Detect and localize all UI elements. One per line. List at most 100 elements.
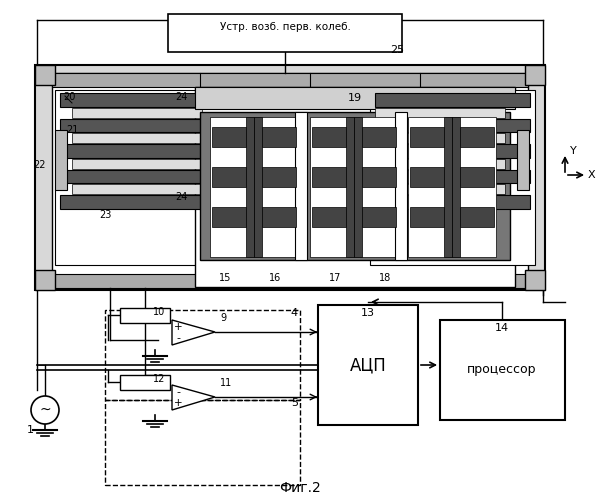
Bar (354, 117, 362, 257)
Text: Фиг.2: Фиг.2 (279, 481, 321, 495)
Bar (35, 65, 545, 290)
Text: 14: 14 (495, 323, 509, 333)
Bar (375, 159, 505, 169)
Bar (60, 195, 215, 209)
Text: 13: 13 (361, 308, 375, 318)
Bar (120, 308, 170, 323)
Bar (72, 159, 202, 169)
Text: Устр. возб. перв. колеб.: Устр. возб. перв. колеб. (219, 22, 350, 32)
Text: Y: Y (570, 146, 576, 156)
Bar (60, 119, 215, 132)
Bar (375, 108, 505, 118)
Text: 12: 12 (153, 374, 165, 384)
Bar (395, 112, 407, 260)
Text: 1: 1 (26, 425, 34, 435)
Bar (354, 117, 398, 257)
Text: -: - (176, 387, 180, 397)
Bar (212, 127, 246, 147)
Bar (460, 167, 494, 187)
Text: 9: 9 (220, 313, 226, 323)
Bar (200, 112, 510, 260)
Text: ~: ~ (39, 403, 51, 417)
Bar (362, 207, 396, 227)
Bar (312, 167, 346, 187)
Bar (60, 144, 215, 158)
Text: +: + (174, 398, 182, 408)
Bar (52, 73, 528, 87)
Bar (246, 117, 254, 257)
Text: X: X (587, 170, 595, 180)
Bar (262, 127, 296, 147)
Bar (295, 112, 307, 260)
Text: 24: 24 (175, 92, 188, 102)
Bar (375, 184, 505, 194)
Text: АЦП: АЦП (350, 356, 386, 374)
Bar (105, 310, 300, 400)
Text: 25: 25 (390, 45, 404, 55)
Bar (346, 117, 354, 257)
Text: 22: 22 (34, 160, 46, 170)
Bar (375, 119, 530, 132)
Bar (312, 127, 346, 147)
Bar (310, 117, 354, 257)
Bar (72, 184, 202, 194)
Text: 18: 18 (379, 273, 391, 283)
Bar (262, 167, 296, 187)
Bar (440, 320, 565, 420)
Bar (52, 73, 528, 278)
Polygon shape (172, 385, 215, 410)
Text: 10: 10 (153, 307, 165, 317)
Bar (254, 117, 298, 257)
Bar (120, 375, 170, 390)
Bar (52, 274, 528, 288)
Bar (72, 108, 202, 118)
Bar (312, 207, 346, 227)
Text: 19: 19 (348, 93, 362, 103)
Bar (35, 65, 55, 85)
Text: 17: 17 (329, 273, 341, 283)
Bar (408, 117, 452, 257)
Bar (452, 117, 460, 257)
Bar (210, 117, 254, 257)
Bar (212, 167, 246, 187)
Text: -: - (176, 333, 180, 343)
Bar (375, 195, 530, 209)
Text: 21: 21 (66, 125, 78, 135)
Text: 15: 15 (219, 273, 231, 283)
Bar (362, 127, 396, 147)
Bar (318, 305, 418, 425)
Bar (262, 207, 296, 227)
Bar (195, 87, 515, 109)
Text: 11: 11 (220, 378, 232, 388)
Text: процессор: процессор (467, 364, 537, 376)
Text: 24: 24 (175, 192, 188, 202)
Bar (195, 87, 515, 287)
Text: +: + (174, 322, 182, 332)
Bar (410, 207, 444, 227)
Bar (55, 130, 67, 190)
Text: 20: 20 (63, 92, 75, 102)
Bar (105, 400, 300, 485)
Polygon shape (172, 320, 215, 345)
Bar (362, 167, 396, 187)
Bar (55, 90, 220, 265)
Bar (212, 207, 246, 227)
Bar (525, 270, 545, 290)
Bar (460, 127, 494, 147)
Text: 4: 4 (291, 308, 298, 318)
Text: 5: 5 (291, 398, 298, 408)
Bar (444, 117, 452, 257)
Bar (460, 207, 494, 227)
Text: 23: 23 (99, 210, 111, 220)
Bar (60, 93, 215, 107)
Bar (254, 117, 262, 257)
Bar (452, 117, 496, 257)
Bar (375, 170, 530, 183)
Circle shape (31, 396, 59, 424)
Bar (375, 144, 530, 158)
Bar (410, 127, 444, 147)
Bar (410, 167, 444, 187)
Bar (72, 133, 202, 143)
Bar (517, 130, 529, 190)
Bar (168, 14, 402, 52)
